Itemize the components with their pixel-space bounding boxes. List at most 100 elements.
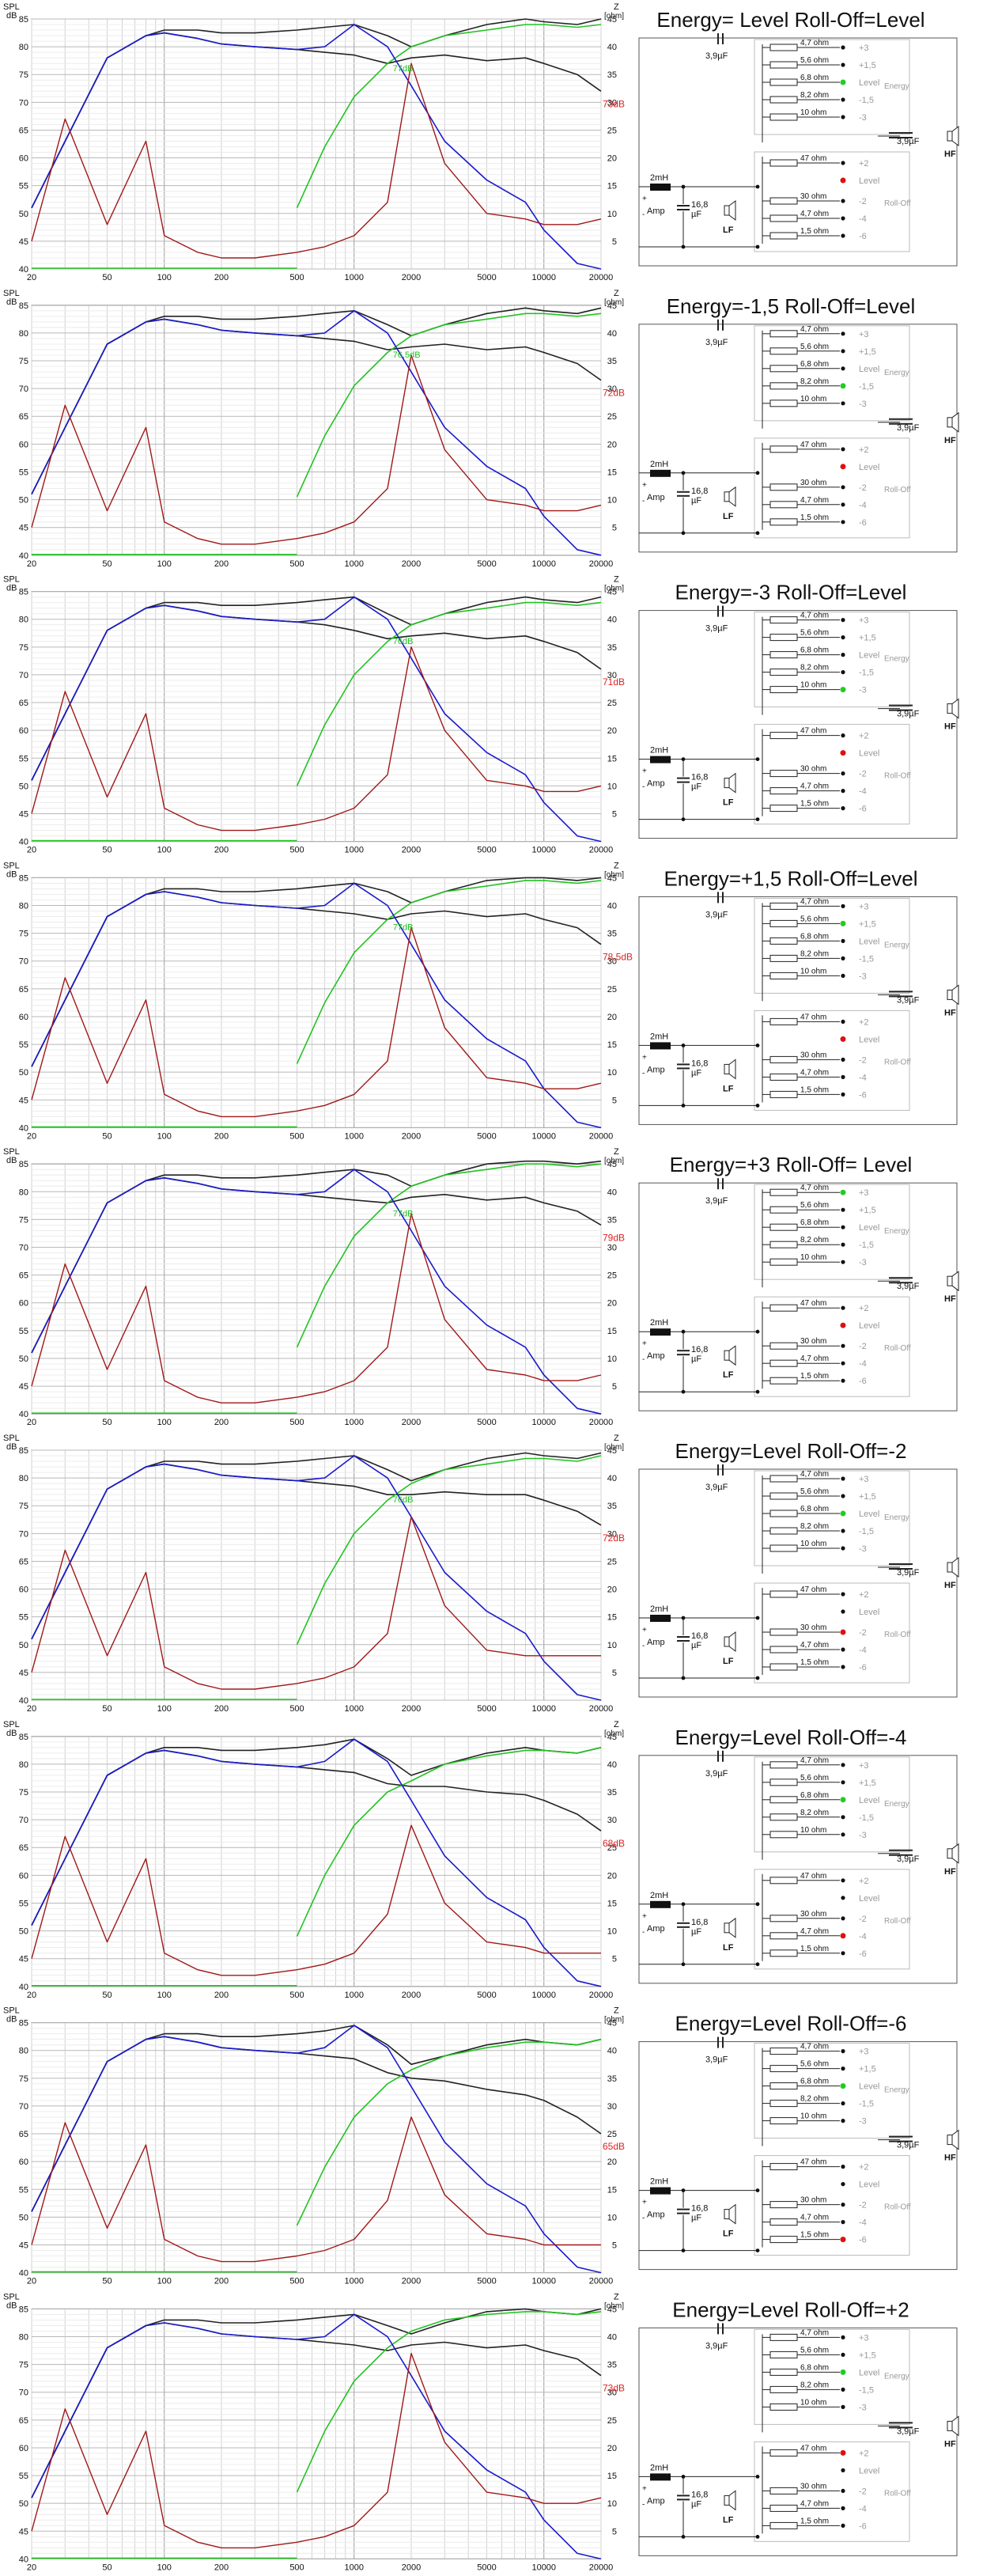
hf-driver-icon — [951, 1271, 959, 1292]
y2-axis-label-ohm: [ohm] — [604, 585, 624, 593]
lf-driver-icon — [728, 1917, 736, 1938]
y-tick-label: 60 — [19, 726, 28, 736]
y-axis-label-spl: SPL — [3, 289, 20, 298]
x-tick-label: 2000 — [402, 846, 421, 855]
y2-tick-label: 25 — [607, 1557, 617, 1566]
energy-resistor-label: 10 ohm — [800, 108, 826, 117]
switch-contact — [841, 1343, 845, 1348]
rolloff-selected-contact — [840, 2449, 846, 2456]
y-tick-label: 80 — [19, 1760, 28, 1770]
resistor-icon — [769, 365, 798, 373]
junction-dot — [755, 1104, 760, 1108]
hf-label: HF — [944, 1867, 956, 1877]
x-tick-label: 5000 — [477, 559, 496, 569]
rolloff-position-label: -2 — [859, 197, 867, 206]
y-tick-label: 40 — [19, 2269, 28, 2279]
switch-contact — [841, 806, 845, 811]
y-tick-label: 65 — [19, 1843, 28, 1853]
resistor-icon — [769, 1877, 798, 1885]
rolloff-bank — [754, 438, 910, 539]
cap-top-label: 3,9µF — [705, 338, 728, 347]
cap-mid-label: 3,9µF — [897, 2426, 920, 2436]
series-impedance — [31, 354, 602, 545]
y2-tick-label: 35 — [607, 1502, 617, 1511]
x-tick-label: 5000 — [477, 846, 496, 855]
switch-contact — [841, 1896, 845, 1900]
rolloff-position-label: -2 — [859, 1915, 867, 1924]
switch-contact — [841, 1305, 845, 1310]
amp-plus-label: + — [642, 195, 647, 203]
energy-bank — [754, 39, 910, 135]
y-tick-label: 75 — [19, 2074, 28, 2084]
inductor-icon — [650, 2187, 671, 2195]
panel-title: Energy=-1,5 Roll-Off=Level — [667, 294, 916, 318]
y-tick-label: 45 — [19, 1955, 28, 1964]
x-tick-label: 10000 — [531, 273, 556, 282]
crossover-label: 77dB — [393, 923, 414, 933]
panel-title: Energy=Level Roll-Off=-2 — [675, 1439, 907, 1463]
resistor-icon — [769, 1304, 798, 1312]
cap-lf-label: µF — [691, 496, 701, 506]
y2-tick-label: 15 — [607, 1327, 617, 1336]
hf-label: HF — [944, 2154, 956, 2163]
inductor-icon — [650, 1042, 671, 1050]
amp-label: Amp — [647, 493, 665, 502]
energy-position-label: -3 — [859, 2117, 867, 2127]
y2-axis-label-ohm: [ohm] — [604, 1729, 624, 1738]
rolloff-bank-name: Roll-Off — [884, 1058, 911, 1066]
series-impedance — [31, 63, 602, 259]
energy-bank — [754, 325, 910, 422]
y-axis-label-spl: SPL — [3, 2292, 20, 2301]
energy-resistor-label: 10 ohm — [800, 967, 826, 975]
x-tick-label: 500 — [289, 2563, 304, 2572]
y-tick-label: 45 — [19, 1382, 28, 1392]
resistor-icon — [769, 1492, 798, 1500]
panel-title: Energy=Level Roll-Off=+2 — [672, 2298, 909, 2321]
hf-driver-icon — [947, 703, 953, 714]
junction-dot — [755, 1902, 760, 1907]
switch-contact — [841, 938, 845, 943]
y-tick-label: 70 — [19, 957, 28, 967]
y-tick-label: 65 — [19, 412, 28, 422]
energy-position-label: +1,5 — [859, 919, 876, 929]
y2-tick-label: 25 — [607, 1271, 617, 1281]
energy-position-label: Level — [859, 2082, 879, 2092]
cap-mid-label: 3,9µF — [897, 1854, 920, 1864]
rolloff-resistor-label: 30 ohm — [800, 1051, 826, 1059]
y2-axis-label-ohm: [ohm] — [604, 1157, 624, 1165]
hf-driver-icon — [951, 411, 959, 433]
series-impedance — [31, 646, 602, 832]
resistor-icon — [769, 445, 798, 453]
x-tick-label: 1000 — [345, 273, 364, 282]
grid — [31, 2022, 602, 2274]
rolloff-resistor-label: 1,5 ohm — [800, 800, 829, 809]
x-tick-label: 1000 — [345, 559, 364, 569]
resistor-icon — [769, 2333, 798, 2341]
x-tick-label: 50 — [102, 1131, 112, 1141]
x-tick-label: 500 — [289, 1418, 304, 1427]
resistor-icon — [769, 651, 798, 659]
hf-label: HF — [944, 150, 956, 159]
rolloff-position-label: +2 — [859, 445, 869, 455]
plot-area — [31, 18, 602, 270]
amp-minus-label: - — [642, 210, 645, 219]
junction-dot — [681, 1616, 686, 1620]
y-tick-label: 85 — [19, 2305, 28, 2314]
hf-label: HF — [944, 722, 956, 732]
y-tick-label: 55 — [19, 468, 28, 477]
energy-position-label: -3 — [859, 686, 867, 695]
y-tick-label: 50 — [19, 2213, 28, 2222]
energy-position-label: +3 — [859, 1761, 869, 1771]
x-tick-label: 50 — [102, 1991, 112, 2000]
energy-position-label: Level — [859, 1510, 879, 1519]
resistor-icon — [769, 686, 798, 694]
inductor-label: 2mH — [650, 2177, 668, 2187]
rolloff-resistor-label: 1,5 ohm — [800, 1658, 829, 1667]
y-tick-label: 50 — [19, 1068, 28, 1078]
y-tick-label: 40 — [19, 2555, 28, 2564]
energy-resistor-label: 8,2 ohm — [800, 1522, 829, 1531]
x-tick-label: 200 — [214, 2277, 229, 2286]
energy-resistor-label: 4,7 ohm — [800, 2328, 829, 2337]
